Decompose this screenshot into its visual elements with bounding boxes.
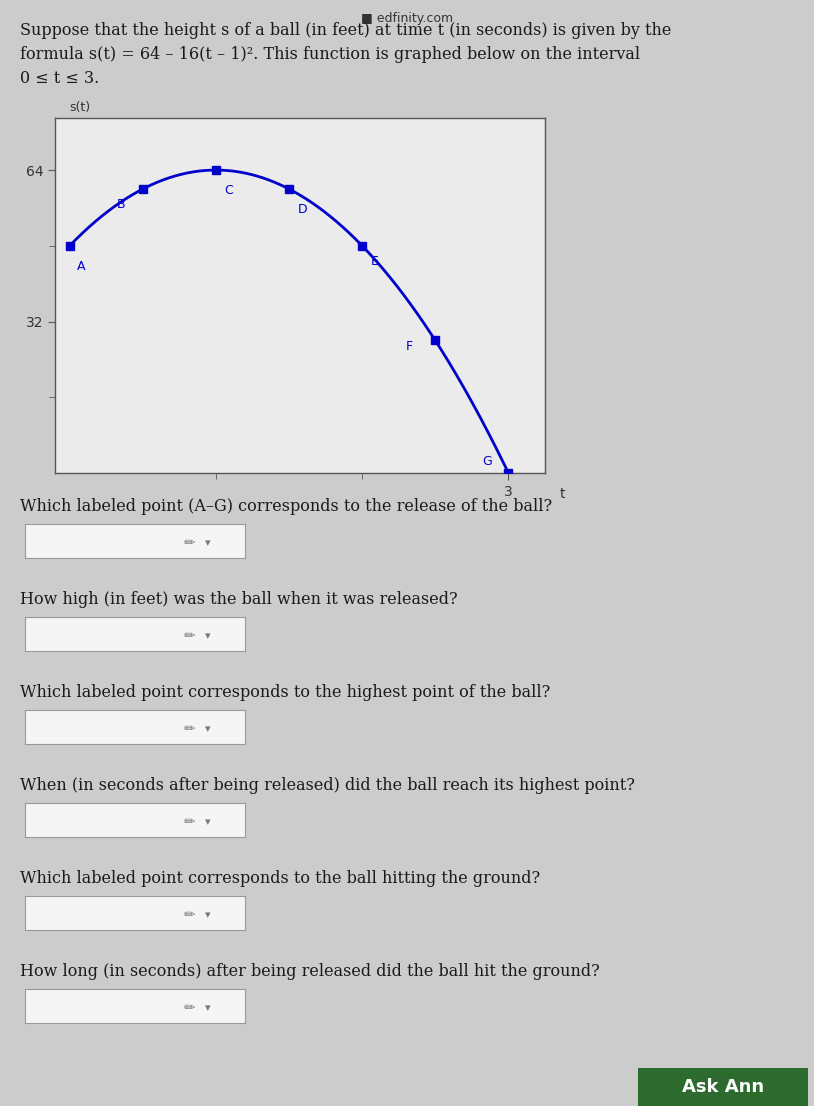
Text: ■ edfinity.com: ■ edfinity.com (361, 12, 453, 25)
Text: Suppose that the height s of a ball (in feet) at time t (in seconds) is given by: Suppose that the height s of a ball (in … (20, 22, 672, 39)
Text: Which labeled point corresponds to the highest point of the ball?: Which labeled point corresponds to the h… (20, 684, 550, 701)
Text: B: B (116, 198, 125, 211)
Text: t: t (560, 488, 565, 501)
Text: ▾: ▾ (205, 910, 210, 920)
Text: ✏︎: ✏︎ (184, 815, 196, 828)
Text: ✏︎: ✏︎ (184, 1001, 196, 1014)
Text: ✏︎: ✏︎ (184, 908, 196, 921)
Text: A: A (77, 260, 85, 273)
Text: formula s(t) = 64 – 16(t – 1)². This function is graphed below on the interval: formula s(t) = 64 – 16(t – 1)². This fun… (20, 46, 641, 63)
Text: ▾: ▾ (205, 723, 210, 733)
Text: E: E (371, 255, 379, 269)
Text: s(t): s(t) (70, 102, 91, 114)
Text: Ask Ann: Ask Ann (682, 1078, 764, 1096)
Text: C: C (225, 185, 234, 197)
Text: ▾: ▾ (205, 1003, 210, 1013)
Text: ✏︎: ✏︎ (184, 535, 196, 550)
Text: When (in seconds after being released) did the ball reach its highest point?: When (in seconds after being released) d… (20, 778, 635, 794)
Text: ▾: ▾ (205, 816, 210, 826)
Text: ▾: ▾ (205, 538, 210, 547)
Text: F: F (406, 341, 414, 354)
Text: G: G (482, 456, 492, 468)
Text: ✏︎: ✏︎ (184, 628, 196, 643)
Text: ▾: ▾ (205, 630, 210, 640)
Text: ✏︎: ✏︎ (184, 722, 196, 735)
Text: Which labeled point corresponds to the ball hitting the ground?: Which labeled point corresponds to the b… (20, 870, 540, 887)
Text: D: D (298, 204, 308, 216)
Text: Which labeled point (A–G) corresponds to the release of the ball?: Which labeled point (A–G) corresponds to… (20, 498, 553, 515)
Text: How high (in feet) was the ball when it was released?: How high (in feet) was the ball when it … (20, 591, 458, 608)
Text: 0 ≤ t ≤ 3.: 0 ≤ t ≤ 3. (20, 70, 99, 87)
Text: How long (in seconds) after being released did the ball hit the ground?: How long (in seconds) after being releas… (20, 963, 600, 980)
